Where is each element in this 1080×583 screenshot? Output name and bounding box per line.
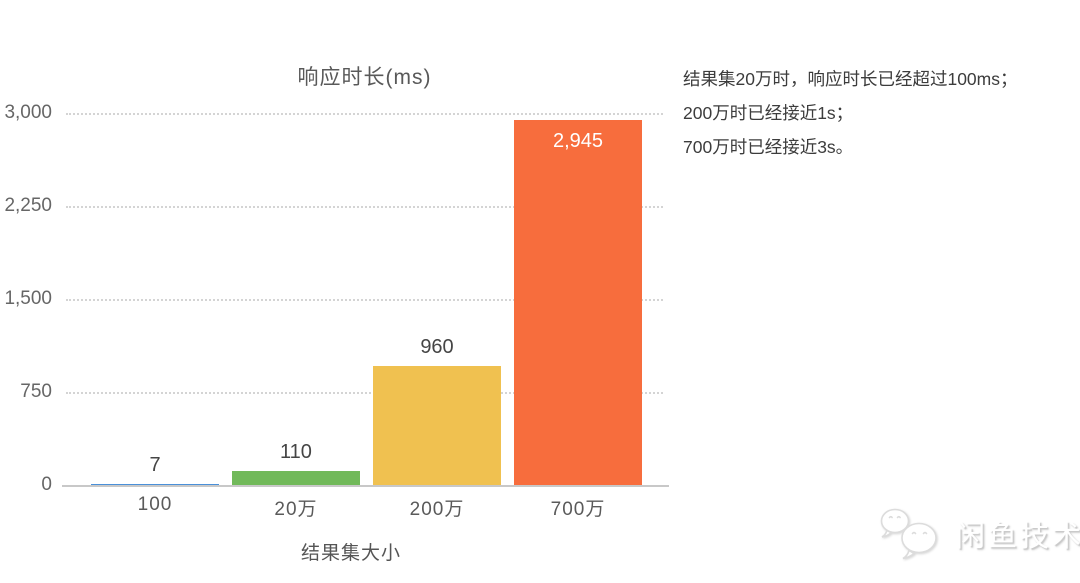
y-tick-label-750: 750 bbox=[20, 381, 52, 402]
annotation-line-2: 200万时已经接近1s； bbox=[683, 103, 854, 123]
watermark: 闲鱼技术 bbox=[876, 506, 1080, 562]
gridline-3000 bbox=[66, 113, 663, 115]
x-tick-label-20万: 20万 bbox=[274, 499, 318, 520]
y-tick-label-0: 0 bbox=[41, 474, 52, 495]
y-tick-label-2250: 2,250 bbox=[4, 195, 52, 216]
y-axis: 0 750 1,500 2,250 3,000 bbox=[0, 102, 52, 495]
gridline-1500 bbox=[66, 299, 663, 301]
bar-value-label-100: 7 bbox=[149, 454, 161, 476]
x-axis-line bbox=[62, 485, 669, 487]
chat-bubbles-icon bbox=[880, 508, 937, 560]
x-axis: 100 20万 200万 700万 bbox=[66, 494, 663, 520]
x-tick-label-100: 100 bbox=[137, 494, 173, 515]
plot-area: 7 110 960 2,945 bbox=[62, 113, 669, 487]
x-tick-label-200万: 200万 bbox=[409, 499, 465, 520]
bar-20万 bbox=[232, 471, 360, 485]
bar-value-label-700万: 2,945 bbox=[552, 129, 604, 152]
gridline-2250 bbox=[66, 206, 663, 208]
chart-title: 响应时长(ms) bbox=[297, 66, 432, 89]
annotation-line-3: 700万时已经接近3s。 bbox=[683, 137, 854, 157]
gridline-750 bbox=[66, 392, 663, 394]
annotation-text: 结果集20万时，响应时长已经超过100ms； 200万时已经接近1s； 700万… bbox=[683, 62, 1073, 164]
x-tick-label-700万: 700万 bbox=[550, 499, 606, 520]
bar-700万 bbox=[514, 119, 642, 485]
bar-value-label-20万: 110 bbox=[280, 441, 312, 464]
y-tick-label-3000: 3,000 bbox=[4, 102, 52, 123]
bar-200万 bbox=[373, 365, 501, 485]
x-axis-title: 结果集大小 bbox=[300, 543, 401, 564]
bar-value-label-200万: 960 bbox=[420, 335, 454, 358]
watermark-text: 闲鱼技术 bbox=[956, 521, 1080, 553]
annotation-line-1: 结果集20万时，响应时长已经超过100ms； bbox=[683, 69, 1018, 89]
bar-100 bbox=[91, 484, 219, 485]
y-tick-label-1500: 1,500 bbox=[4, 288, 52, 309]
